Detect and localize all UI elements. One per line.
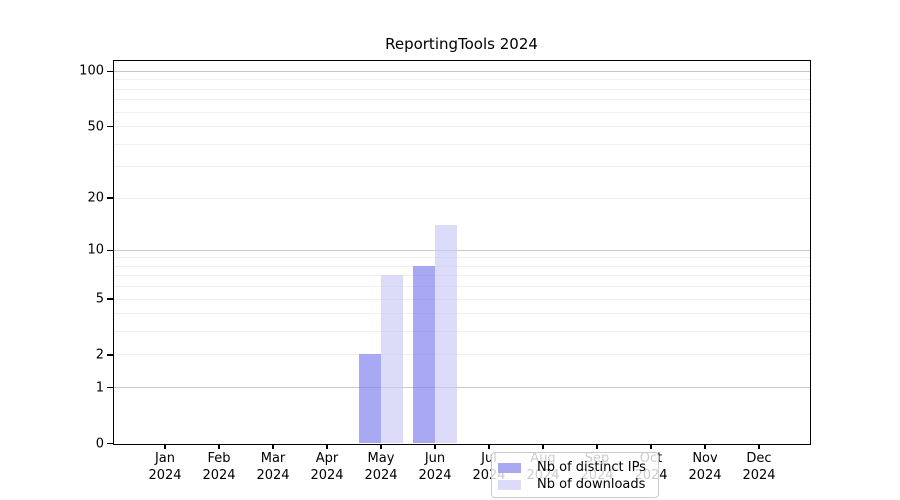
y-tick-label: 20 xyxy=(87,190,104,206)
x-tick-month: Apr xyxy=(315,451,339,466)
x-tick-year: 2024 xyxy=(310,468,344,483)
x-tick-month: Jun xyxy=(424,451,446,466)
x-tick-label-dec: Dec 2024 xyxy=(742,450,775,484)
x-tick-label-feb: Feb 2024 xyxy=(202,450,235,484)
gridline-minor xyxy=(114,313,810,315)
gridline-minor xyxy=(114,126,810,128)
x-tick-month: Feb xyxy=(207,451,231,466)
plot-canvas xyxy=(114,61,810,444)
x-axis-tick xyxy=(704,444,706,449)
y-axis-tick xyxy=(107,125,113,128)
x-axis-tick xyxy=(218,444,220,449)
x-axis-tick xyxy=(758,444,760,449)
x-tick-month: Nov xyxy=(692,451,718,466)
gridline-minor xyxy=(114,79,810,81)
x-tick-label-jan: Jan 2024 xyxy=(148,450,181,484)
x-tick-year: 2024 xyxy=(688,468,722,483)
x-tick-label-apr: Apr 2024 xyxy=(310,450,343,484)
y-axis-tick xyxy=(107,70,113,73)
x-axis-tick xyxy=(380,444,382,449)
gridline-minor xyxy=(114,286,810,288)
x-axis-tick xyxy=(434,444,436,449)
x-axis-tick xyxy=(650,444,652,449)
legend-label-distinct-ips: Nb of distinct IPs xyxy=(537,460,646,475)
x-tick-month: May xyxy=(367,451,395,466)
x-tick-label-jun: Jun 2024 xyxy=(418,450,451,484)
x-tick-year: 2024 xyxy=(148,468,182,483)
y-tick-label: 10 xyxy=(87,242,104,258)
legend-swatch-distinct-ips xyxy=(498,462,521,473)
gridline-minor xyxy=(114,166,810,168)
x-tick-label-nov: Nov 2024 xyxy=(688,450,721,484)
gridline-minor xyxy=(114,88,810,90)
x-tick-year: 2024 xyxy=(202,468,236,483)
chart-legend: Nb of distinct IPs Nb of downloads xyxy=(491,452,659,498)
x-tick-month: Mar xyxy=(260,451,286,466)
y-tick-label: 0 xyxy=(95,436,104,451)
y-axis-tick xyxy=(107,249,113,251)
y-axis-tick xyxy=(107,442,113,445)
gridline-minor xyxy=(114,354,810,356)
x-tick-month: Jan xyxy=(154,451,176,466)
gridline-minor xyxy=(114,265,810,267)
y-tick-label: 2 xyxy=(95,347,104,363)
gridline-major xyxy=(114,70,810,72)
x-tick-label-may: May 2024 xyxy=(364,450,397,484)
gridline-minor xyxy=(114,298,810,300)
x-axis-tick xyxy=(542,444,544,449)
y-axis-tick xyxy=(107,387,113,389)
plot-area: Nb of distinct IPs Nb of downloads xyxy=(113,60,811,498)
gridline-minor xyxy=(114,331,810,333)
x-axis-tick xyxy=(272,444,274,449)
x-tick-year: 2024 xyxy=(742,468,776,483)
x-axis-tick xyxy=(488,444,490,449)
gridline-minor xyxy=(114,275,810,277)
x-tick-label-mar: Mar 2024 xyxy=(256,450,289,484)
y-axis-tick xyxy=(107,298,113,300)
y-tick-label: 5 xyxy=(95,291,104,307)
bar-nb-of-downloads-jun xyxy=(434,224,457,443)
x-tick-year: 2024 xyxy=(256,468,290,483)
x-tick-year: 2024 xyxy=(418,468,452,483)
y-tick-label: 50 xyxy=(87,119,104,135)
bar-nb-of-distinct-ips-may xyxy=(358,354,381,443)
gridline-minor xyxy=(114,111,810,113)
bar-nb-of-distinct-ips-jun xyxy=(412,265,435,443)
gridline-minor xyxy=(114,143,810,145)
x-axis-tick xyxy=(596,444,598,449)
y-axis-tick xyxy=(107,354,113,356)
x-tick-year: 2024 xyxy=(364,468,398,483)
gridline-major xyxy=(114,387,810,389)
legend-row-downloads: Nb of downloads xyxy=(498,476,658,493)
gridline-major xyxy=(114,249,810,251)
y-axis-tick xyxy=(107,197,113,199)
chart-title: ReportingTools 2024 xyxy=(385,35,538,53)
legend-row-distinct-ips: Nb of distinct IPs xyxy=(498,459,658,476)
x-axis-tick xyxy=(326,444,328,449)
bar-nb-of-downloads-may xyxy=(380,275,403,443)
gridline-minor xyxy=(114,257,810,259)
y-tick-label: 1 xyxy=(95,380,104,396)
gridline-minor xyxy=(114,99,810,101)
gridline-minor xyxy=(114,197,810,199)
legend-swatch-downloads xyxy=(498,479,521,490)
legend-label-downloads: Nb of downloads xyxy=(537,477,646,492)
x-axis-tick xyxy=(164,444,166,449)
y-tick-label: 100 xyxy=(79,63,104,79)
x-tick-month: Dec xyxy=(746,451,772,466)
